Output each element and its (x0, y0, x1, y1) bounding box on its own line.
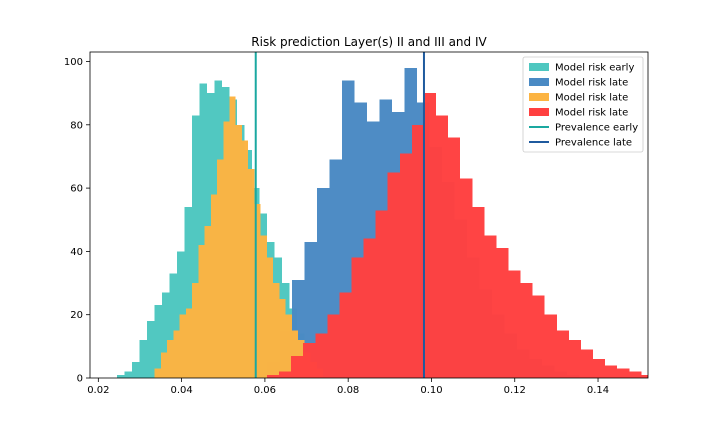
x-tick-label: 0.06 (254, 385, 276, 396)
histogram-bar (160, 352, 168, 378)
histogram-bar (448, 137, 461, 378)
histogram-bar (423, 93, 437, 378)
x-tick-label: 0.10 (420, 385, 442, 396)
histogram-bar (508, 270, 521, 378)
legend-swatch (529, 63, 549, 71)
histogram-bar (532, 295, 545, 378)
histogram-bar (279, 371, 292, 378)
histogram-bar (484, 235, 497, 378)
histogram-bar (147, 321, 155, 378)
histogram-bar (217, 159, 224, 378)
histogram-bar (254, 203, 261, 378)
histogram-bar (204, 226, 211, 378)
histogram-bar (179, 314, 186, 378)
histogram-bar (629, 371, 642, 378)
histogram-bar (266, 257, 274, 378)
histogram-bar (316, 188, 330, 378)
histogram-bar (580, 349, 594, 378)
histogram-bar (154, 305, 163, 378)
histogram-bar (436, 115, 449, 378)
histogram-bar (139, 340, 148, 378)
y-tick-label: 80 (70, 120, 83, 131)
histogram-bar (241, 140, 249, 378)
legend-label: Model risk late (555, 108, 628, 119)
legend-swatch (529, 93, 549, 101)
legend-swatch (529, 108, 549, 116)
histogram-bar (472, 207, 485, 378)
histogram-bar (154, 368, 161, 378)
histogram-bar (117, 374, 125, 378)
histogram-bar (351, 257, 364, 378)
histogram-bar (192, 283, 199, 378)
legend-box (522, 56, 644, 153)
histogram-bar (568, 340, 581, 378)
histogram-bar (387, 172, 400, 378)
x-tick-label: 0.08 (337, 385, 359, 396)
histogram-bar (593, 359, 606, 378)
y-tick-label: 40 (70, 247, 83, 258)
histogram-bar (327, 314, 340, 378)
axes-frame (89, 51, 649, 379)
y-tick-label: 100 (64, 57, 83, 68)
histogram-bar (162, 292, 170, 378)
histogram-bar (291, 330, 299, 378)
histogram-bar (266, 374, 280, 378)
histogram-bar (260, 235, 267, 378)
plot-area (117, 52, 648, 378)
histogram-bar (169, 273, 178, 378)
histogram-bar (199, 83, 208, 378)
histogram-bar (496, 248, 509, 378)
histogram-bar (520, 283, 533, 378)
legend-label: Model risk early (555, 63, 634, 74)
y-tick-label: 0 (77, 374, 83, 385)
axes: 0.02 0.04 0.06 0.08 0.10 0.12 0.14 0 20 40 60 80 100 (64, 51, 649, 396)
histogram-bar (315, 333, 328, 378)
histogram-bar (279, 298, 286, 378)
histogram-bar (184, 207, 193, 378)
histogram-bar (124, 371, 133, 378)
y-tick-label: 60 (70, 184, 83, 195)
legend-label: Model risk late (555, 78, 628, 89)
histogram-bar (132, 362, 140, 378)
legend-swatch (529, 78, 549, 86)
histogram-bar (210, 194, 218, 378)
histogram-bar (339, 292, 352, 378)
y-tick-label: 20 (70, 310, 83, 321)
histogram-bar (248, 169, 255, 378)
x-tick-label: 0.12 (504, 385, 526, 396)
legend-label: Prevalence late (555, 138, 632, 149)
histogram-bar (617, 368, 630, 378)
x-tick-label: 0.14 (587, 385, 609, 396)
legend: Model risk early Model risk late Model ris… (522, 56, 644, 153)
histogram-bar (303, 343, 316, 378)
histogram-bar (273, 283, 280, 378)
histogram-bar (291, 355, 304, 378)
histogram-bar (399, 153, 412, 378)
histogram-bar (173, 330, 180, 378)
histogram-bar (223, 121, 230, 378)
histogram-bar (235, 124, 242, 378)
histogram-bar (556, 330, 569, 378)
histogram-bar (285, 314, 292, 378)
histogram-bar (460, 178, 473, 378)
histogram-bar (411, 124, 424, 378)
series-4-bars (266, 93, 648, 378)
histogram-bar (605, 365, 618, 378)
legend-label: Model risk late (555, 93, 628, 104)
histogram-bar (375, 210, 388, 378)
histogram-bar (167, 340, 174, 378)
chart-title: Risk prediction Layer(s) II and III and … (251, 35, 487, 49)
histogram-bar (185, 308, 193, 378)
series-3-bars (154, 96, 324, 378)
histogram-bar (229, 96, 236, 378)
x-tick-label: 0.02 (87, 385, 109, 396)
histogram-bar (198, 245, 205, 378)
histogram-bar (544, 314, 557, 378)
histogram-bar (192, 115, 200, 378)
x-tick-label: 0.04 (170, 385, 192, 396)
histogram-bar (363, 238, 376, 378)
histogram-bar (641, 374, 648, 378)
legend-label: Prevalence early (555, 123, 638, 134)
